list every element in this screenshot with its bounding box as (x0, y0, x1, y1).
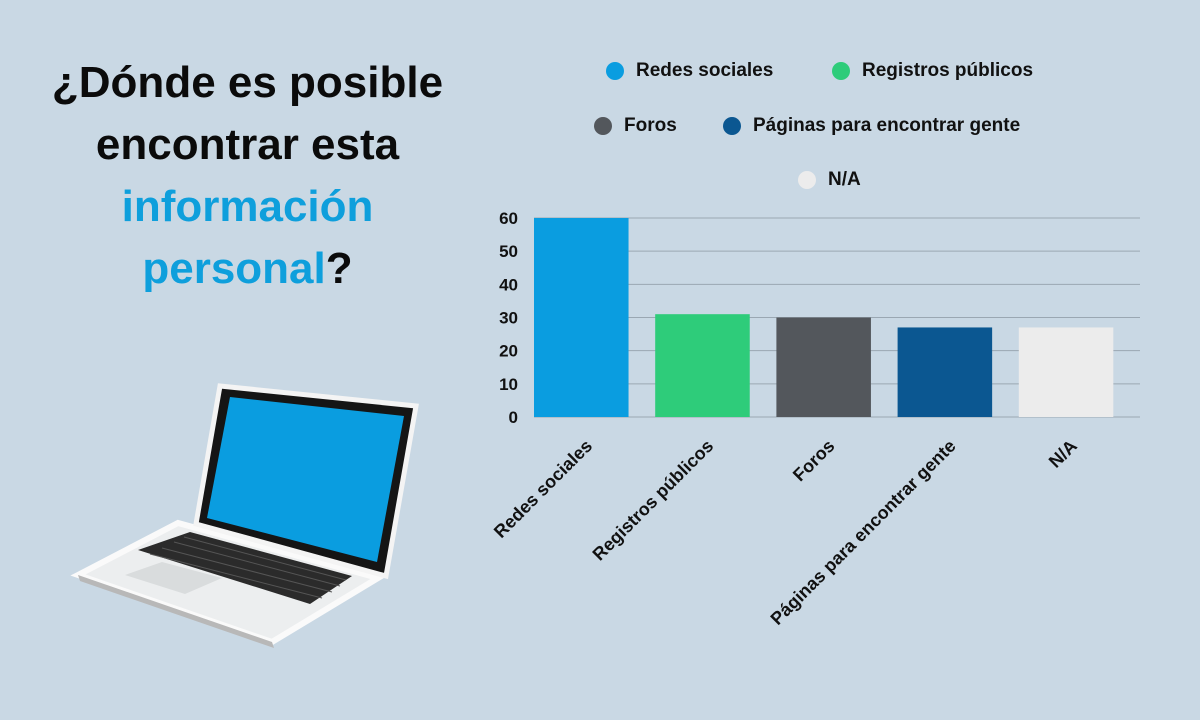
legend-swatch (723, 117, 741, 135)
legend-item-paginas-para-encontrar-gente: Páginas para encontrar gente (723, 115, 1020, 137)
y-tick-label: 0 (509, 408, 518, 427)
legend-swatch (606, 62, 624, 80)
legend-item-redes-sociales: Redes sociales (606, 60, 773, 82)
legend-swatch (594, 117, 612, 135)
y-tick-label: 60 (499, 209, 518, 228)
legend-label: Registros públicos (862, 60, 1034, 81)
bar (897, 327, 993, 417)
title-question-mark: ? (325, 244, 353, 293)
legend-label: N/A (828, 169, 861, 190)
legend-swatch (798, 171, 816, 189)
bar (655, 314, 750, 417)
legend-swatch (832, 62, 850, 80)
x-tick-label: N/A (1045, 436, 1081, 472)
laptop-icon (70, 383, 419, 648)
bar (1018, 327, 1114, 417)
y-tick-label: 50 (499, 242, 518, 261)
title-text: ¿Dónde es posible encontrar esta (51, 58, 444, 169)
y-tick-label: 10 (499, 375, 518, 394)
x-tick-label: Redes sociales (490, 436, 596, 542)
bar (534, 218, 629, 417)
y-tick-label: 40 (499, 275, 518, 294)
legend-label: Páginas para encontrar gente (753, 115, 1021, 136)
x-tick-label: Foros (789, 436, 839, 486)
legend-label: Redes sociales (636, 60, 774, 81)
y-tick-label: 20 (499, 342, 518, 361)
title-highlight: información personal (121, 182, 374, 293)
legend-label: Foros (624, 115, 677, 136)
legend-item-na: N/A (798, 169, 861, 191)
legend-item-registros-publicos: Registros públicos (832, 60, 1033, 82)
page-title: ¿Dónde es posible encontrar esta informac… (40, 52, 455, 300)
legend-item-foros: Foros (594, 115, 677, 137)
x-tick-label: Registros públicos (589, 436, 718, 565)
bar (776, 317, 871, 417)
y-tick-label: 30 (499, 309, 518, 328)
